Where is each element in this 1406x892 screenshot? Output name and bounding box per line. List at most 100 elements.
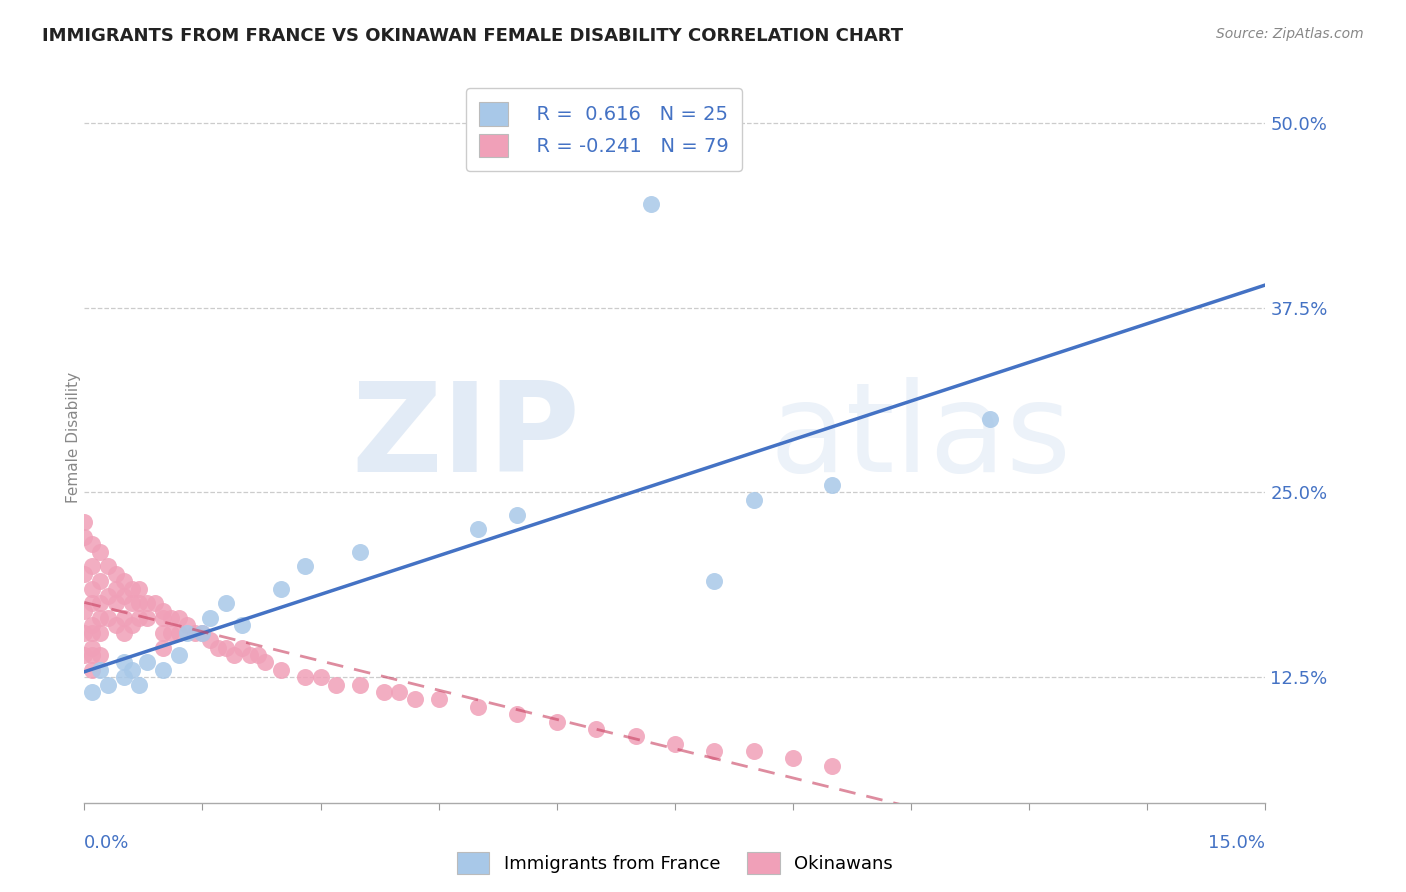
Point [979,411,1001,425]
Point [152,640,174,655]
Point [152,611,174,625]
Point [73,530,96,544]
Point [640,197,662,211]
Point [136,611,159,625]
Text: Source: ZipAtlas.com: Source: ZipAtlas.com [1216,27,1364,41]
Point [82,596,104,610]
Point [160,611,183,625]
Point [89,544,111,558]
Point [200,633,222,648]
Point [215,640,238,655]
Point [89,596,111,610]
Point [121,618,143,632]
Point [325,677,347,691]
Point [121,582,143,596]
Point [373,685,395,699]
Point [821,759,844,773]
Point [821,478,844,492]
Point [167,611,190,625]
Legend: Immigrants from France, Okinawans: Immigrants from France, Okinawans [450,845,900,881]
Point [167,648,190,662]
Point [215,596,238,610]
Point [467,523,489,537]
Point [167,625,190,640]
Point [82,537,104,551]
Point [506,508,529,522]
Point [703,744,725,758]
Point [254,656,277,670]
Point [624,729,647,743]
Point [97,611,120,625]
Point [231,618,253,632]
Point [97,559,120,574]
Point [112,574,135,589]
Point [97,589,120,603]
Point [294,670,316,684]
Point [191,625,214,640]
Point [703,574,725,589]
Point [73,566,96,581]
Text: atlas: atlas [769,376,1071,498]
Point [309,670,332,684]
Point [388,685,411,699]
Point [73,625,96,640]
Point [112,625,135,640]
Text: 15.0%: 15.0% [1208,834,1265,852]
Point [73,604,96,618]
Point [128,596,150,610]
Point [742,492,765,507]
Point [89,663,111,677]
Point [82,582,104,596]
Point [82,625,104,640]
Point [112,589,135,603]
Point [89,648,111,662]
Point [585,722,607,736]
Text: IMMIGRANTS FROM FRANCE VS OKINAWAN FEMALE DISABILITY CORRELATION CHART: IMMIGRANTS FROM FRANCE VS OKINAWAN FEMAL… [42,27,903,45]
Point [89,574,111,589]
Point [112,670,135,684]
Point [82,685,104,699]
Point [82,640,104,655]
Point [89,625,111,640]
Point [143,596,166,610]
Point [104,566,127,581]
Point [207,640,229,655]
Point [128,582,150,596]
Point [404,692,426,706]
Text: 0.0%: 0.0% [84,834,129,852]
Point [546,714,568,729]
Point [239,648,262,662]
Point [349,677,371,691]
Point [200,611,222,625]
Point [104,618,127,632]
Point [742,744,765,758]
Y-axis label: Female Disability: Female Disability [66,371,80,503]
Point [349,544,371,558]
Point [136,596,159,610]
Point [183,625,205,640]
Point [506,707,529,722]
Point [427,692,450,706]
Point [136,656,159,670]
Point [152,663,174,677]
Point [782,751,804,765]
Point [112,611,135,625]
Point [467,699,489,714]
Point [104,596,127,610]
Point [89,611,111,625]
Point [231,640,253,655]
Point [294,559,316,574]
Point [246,648,269,662]
Point [176,625,198,640]
Point [152,625,174,640]
Point [128,611,150,625]
Text: ZIP: ZIP [352,376,581,498]
Point [104,582,127,596]
Point [664,737,686,751]
Point [176,618,198,632]
Point [128,677,150,691]
Point [82,618,104,632]
Point [270,663,292,677]
Point [73,515,96,529]
Point [191,625,214,640]
